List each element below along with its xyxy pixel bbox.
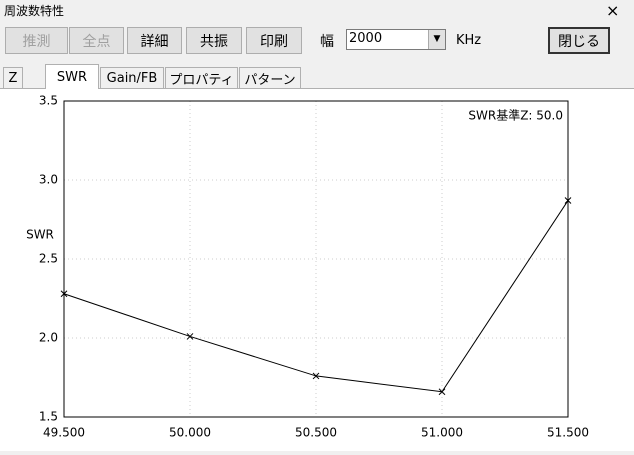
toolbar-button[interactable]: 印刷 [246,27,302,54]
y-axis-label: SWR [26,228,54,242]
toolbar-button: 推測 [5,27,68,54]
chart: 1.5 2.0 2.5 3.0 3.5 49.500 50.000 50.500 51.000 5… [26,94,589,440]
tab[interactable]: SWR [45,64,99,89]
y-tick-label: 2.0 [39,331,58,345]
tab[interactable]: Z [3,67,23,88]
y-tick-label: 2.5 [39,252,58,266]
x-tick-label: 51.500 [547,426,589,440]
tab-panel: 1.5 2.0 2.5 3.0 3.5 49.500 50.000 50.500 51.000 5… [0,88,634,451]
close-icon[interactable]: × [606,1,620,20]
combo-value: 2000 [349,31,383,46]
unit-label: KHz [456,33,482,48]
tab[interactable]: パターン [239,67,301,88]
toolbar-button[interactable]: 詳細 [127,27,182,54]
close-button[interactable]: 閉じる [548,27,610,54]
window-title: 周波数特性 [4,4,65,18]
width-label: 幅 [320,34,334,50]
y-tick-label: 3.5 [39,94,58,108]
x-tick-label: 50.500 [295,426,337,440]
annotation: SWR基準Z: 50.0 [468,108,563,123]
x-tick-label: 50.000 [169,426,211,440]
tab[interactable]: Gain/FB [100,67,164,88]
x-tick-label: 51.000 [421,426,463,440]
data-marker [186,333,194,340]
toolbar-button: 全点 [69,27,124,54]
y-tick-label: 1.5 [39,410,58,424]
tab[interactable]: プロパティ [165,67,238,88]
data-marker [60,290,68,298]
data-marker [438,388,446,396]
y-tick-label: 3.0 [39,173,58,187]
data-marker [564,197,572,204]
combo-arrow[interactable]: ▼ [428,30,445,49]
data-marker [312,372,320,380]
toolbar-button[interactable]: 共振 [186,27,242,54]
width-combo[interactable]: 2000 ▼ [346,29,446,50]
plot-frame [63,100,569,418]
x-tick-label: 49.500 [43,426,85,440]
